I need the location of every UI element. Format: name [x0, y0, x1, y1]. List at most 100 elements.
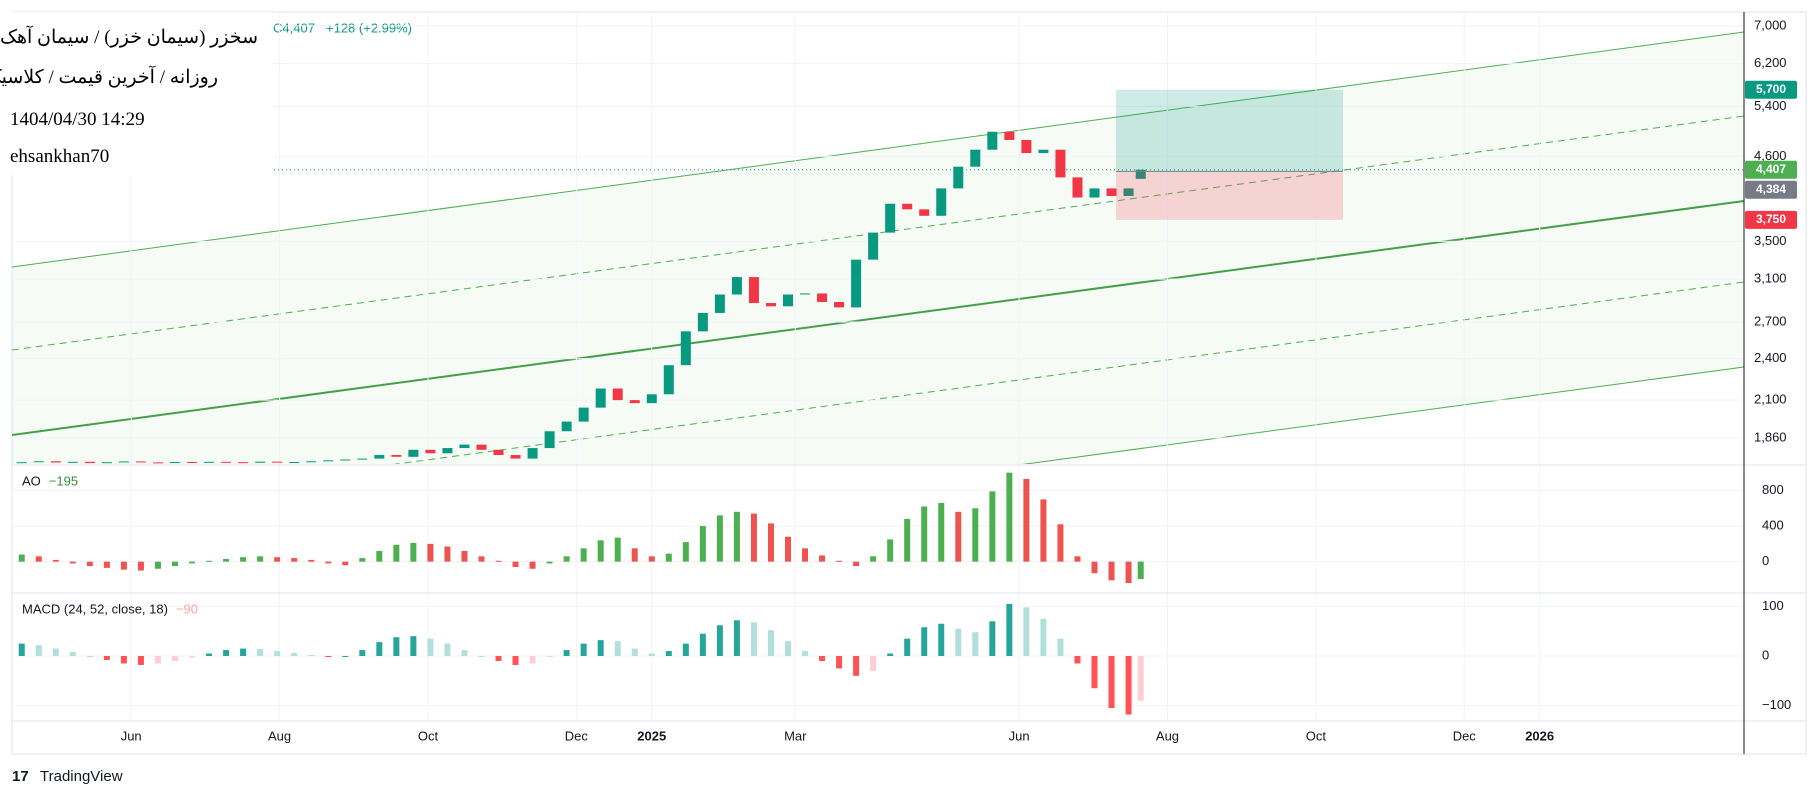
price-label: 4,407	[1756, 162, 1786, 176]
histogram-bar	[291, 558, 298, 562]
histogram-bar	[614, 641, 621, 657]
histogram-bar	[359, 558, 366, 562]
settings: روزانه / آخرین قیمت / کلاسیک	[0, 67, 218, 88]
candle	[408, 449, 419, 457]
candle	[357, 458, 368, 460]
histogram-bar	[819, 555, 826, 562]
histogram-bar	[1057, 638, 1064, 657]
histogram-bar	[308, 655, 315, 657]
candle	[970, 149, 981, 167]
candle	[919, 209, 930, 216]
price-label-box	[1745, 210, 1797, 229]
y-tick-label: 7,000	[1754, 17, 1787, 32]
candle	[817, 293, 828, 302]
indicator-title: MACD (24, 52, close, 18)	[22, 601, 168, 616]
histogram-bar	[512, 561, 519, 567]
candle	[1123, 188, 1134, 196]
histogram-bar	[206, 653, 213, 657]
candle	[67, 461, 78, 463]
y-tick-label: 800	[1762, 482, 1784, 497]
x-tick-label: 2025	[637, 728, 666, 743]
candle	[731, 277, 742, 295]
candles	[16, 131, 1146, 464]
histogram-bar	[52, 648, 59, 657]
candle	[169, 462, 180, 464]
histogram-bar	[1108, 561, 1115, 581]
histogram-bar	[308, 559, 315, 562]
candle	[544, 431, 555, 449]
y-tick-label: −100	[1762, 697, 1791, 712]
candle	[187, 462, 198, 464]
histogram-bar	[853, 561, 860, 567]
x-tick-label: Jun	[121, 728, 142, 743]
histogram-bar	[529, 656, 536, 664]
channel-mid-upper	[12, 115, 1744, 351]
price-label: 5,700	[1756, 82, 1786, 96]
histogram-bar	[836, 560, 843, 562]
histogram-bar	[1125, 561, 1132, 584]
histogram-bar	[802, 548, 809, 562]
histogram-bar	[580, 643, 587, 657]
histogram-bar	[1057, 524, 1064, 562]
histogram-bar	[427, 638, 434, 657]
candle	[663, 365, 674, 395]
histogram-bar	[955, 628, 962, 657]
histogram-bar	[1006, 603, 1013, 657]
histogram-bar	[223, 650, 230, 657]
histogram-bar	[257, 649, 264, 657]
histogram-bar	[325, 561, 332, 564]
histogram-bar	[35, 645, 42, 657]
x-tick-label: Oct	[1306, 728, 1327, 743]
candle	[221, 461, 232, 463]
candle	[714, 294, 725, 313]
histogram-bar	[257, 556, 264, 562]
histogram-bar	[870, 656, 877, 671]
histogram-bar	[938, 502, 945, 562]
histogram-bar	[1091, 561, 1098, 574]
histogram-bar	[35, 556, 42, 562]
histogram-bar	[1023, 478, 1030, 562]
y-tick-label: 2,400	[1754, 350, 1787, 365]
candle	[629, 400, 640, 404]
histogram-bar	[189, 656, 196, 658]
histogram-bar	[733, 511, 740, 562]
histogram-bar	[69, 652, 76, 657]
histogram-bar	[597, 640, 604, 657]
price-label: 4,384	[1756, 182, 1786, 196]
histogram-bar	[972, 632, 979, 657]
candle	[238, 462, 249, 464]
price-label-box	[1745, 160, 1797, 179]
channel-upper	[12, 31, 1744, 268]
candle	[527, 448, 538, 459]
change: +128 (+2.99%)	[326, 20, 412, 35]
histogram-bar	[682, 542, 689, 562]
histogram-bar	[699, 526, 706, 562]
candle	[1135, 169, 1146, 179]
candle	[272, 461, 283, 463]
histogram-bar	[631, 648, 638, 657]
candle	[510, 455, 521, 459]
y-tick-label: 5,400	[1754, 98, 1787, 113]
histogram-bar	[921, 627, 928, 657]
y-tick-label: 100	[1762, 598, 1784, 613]
candle	[595, 388, 606, 408]
chart-frame	[11, 11, 1807, 755]
histogram-bar	[631, 548, 638, 562]
histogram-bar	[767, 630, 774, 657]
candle	[697, 312, 708, 332]
candle	[135, 461, 146, 463]
price-label: 3,750	[1756, 212, 1786, 226]
histogram-bar	[580, 548, 587, 562]
histogram-bar	[887, 653, 894, 657]
histogram-bar	[52, 559, 59, 562]
position-stop	[1116, 171, 1343, 220]
histogram-bar	[904, 638, 911, 657]
candle	[1106, 188, 1117, 196]
histogram-bar	[529, 561, 536, 569]
histogram-bar	[223, 558, 230, 562]
candle	[902, 203, 913, 210]
histogram-bar	[154, 561, 161, 569]
x-tick-label: Jun	[1009, 728, 1030, 743]
histogram-bar	[69, 561, 76, 564]
histogram-bar	[410, 542, 417, 562]
